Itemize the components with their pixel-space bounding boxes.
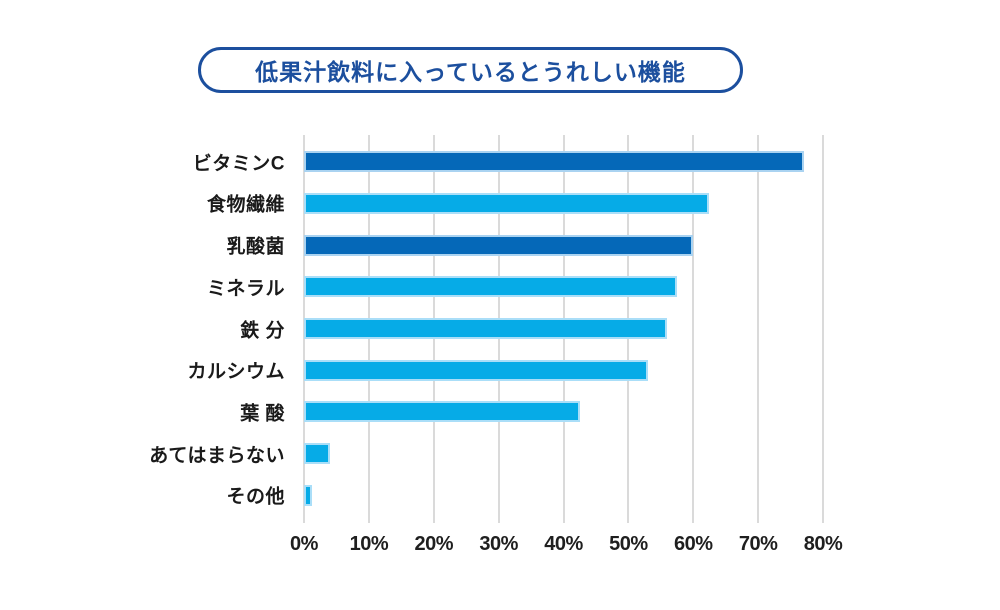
bar: [304, 401, 580, 423]
category-label: 鉄 分: [240, 320, 285, 341]
category-label: ミネラル: [206, 278, 285, 300]
gridline: [757, 135, 760, 523]
x-axis-tick-label: 60%: [673, 533, 713, 555]
bar: [304, 318, 668, 339]
x-axis-tick-label: 10%: [349, 533, 389, 555]
category-label: 食物繊維: [206, 194, 285, 216]
bar: [304, 151, 804, 173]
x-axis-tick-label: 30%: [479, 533, 518, 555]
x-axis-tick-label: 50%: [609, 533, 648, 555]
x-axis-tick-label: 40%: [544, 533, 583, 555]
bar-row: 葉 酸: [240, 401, 860, 424]
bar-row: ミネラル: [207, 276, 860, 299]
bar: [304, 234, 694, 256]
x-axis-tick-label: 20%: [414, 533, 454, 555]
category-label: 葉 酸: [240, 403, 285, 425]
chart-title-box: 低果汁飲料に入っているとうれしい機能: [198, 47, 743, 93]
bar: [304, 443, 330, 465]
bar-row: あてはまらない: [149, 443, 860, 466]
gridline: [822, 135, 824, 523]
bar: [304, 484, 312, 506]
category-label: ビタミンC: [192, 153, 285, 175]
x-axis-tick-label: 0%: [290, 533, 318, 555]
bar-row: その他: [226, 484, 860, 508]
plot-area: 0% 10% 20% 30% 40% 50% 60% 70% 80% ビタミンC 食物繊維 乳酸…: [149, 135, 860, 565]
x-axis-tick-label: 80%: [803, 533, 843, 555]
bar-row: 食物繊維: [207, 192, 860, 216]
bar-row: 乳酸菌: [226, 234, 860, 258]
bar: [304, 359, 648, 381]
category-label: カルシウム: [187, 361, 285, 383]
bar-row: 鉄 分: [240, 318, 860, 341]
bar-row: カルシウム: [187, 359, 860, 383]
bar-row: ビタミンC: [193, 151, 860, 174]
category-label: その他: [226, 486, 285, 508]
category-label: あてはまらない: [149, 445, 285, 467]
bar: [304, 276, 678, 298]
x-axis-tick-label: 70%: [738, 533, 778, 555]
chart-title: 低果汁飲料に入っているとうれしい機能: [255, 59, 686, 85]
gridline: [692, 135, 695, 523]
bar: [304, 192, 710, 214]
category-label: 乳酸菌: [226, 236, 285, 258]
